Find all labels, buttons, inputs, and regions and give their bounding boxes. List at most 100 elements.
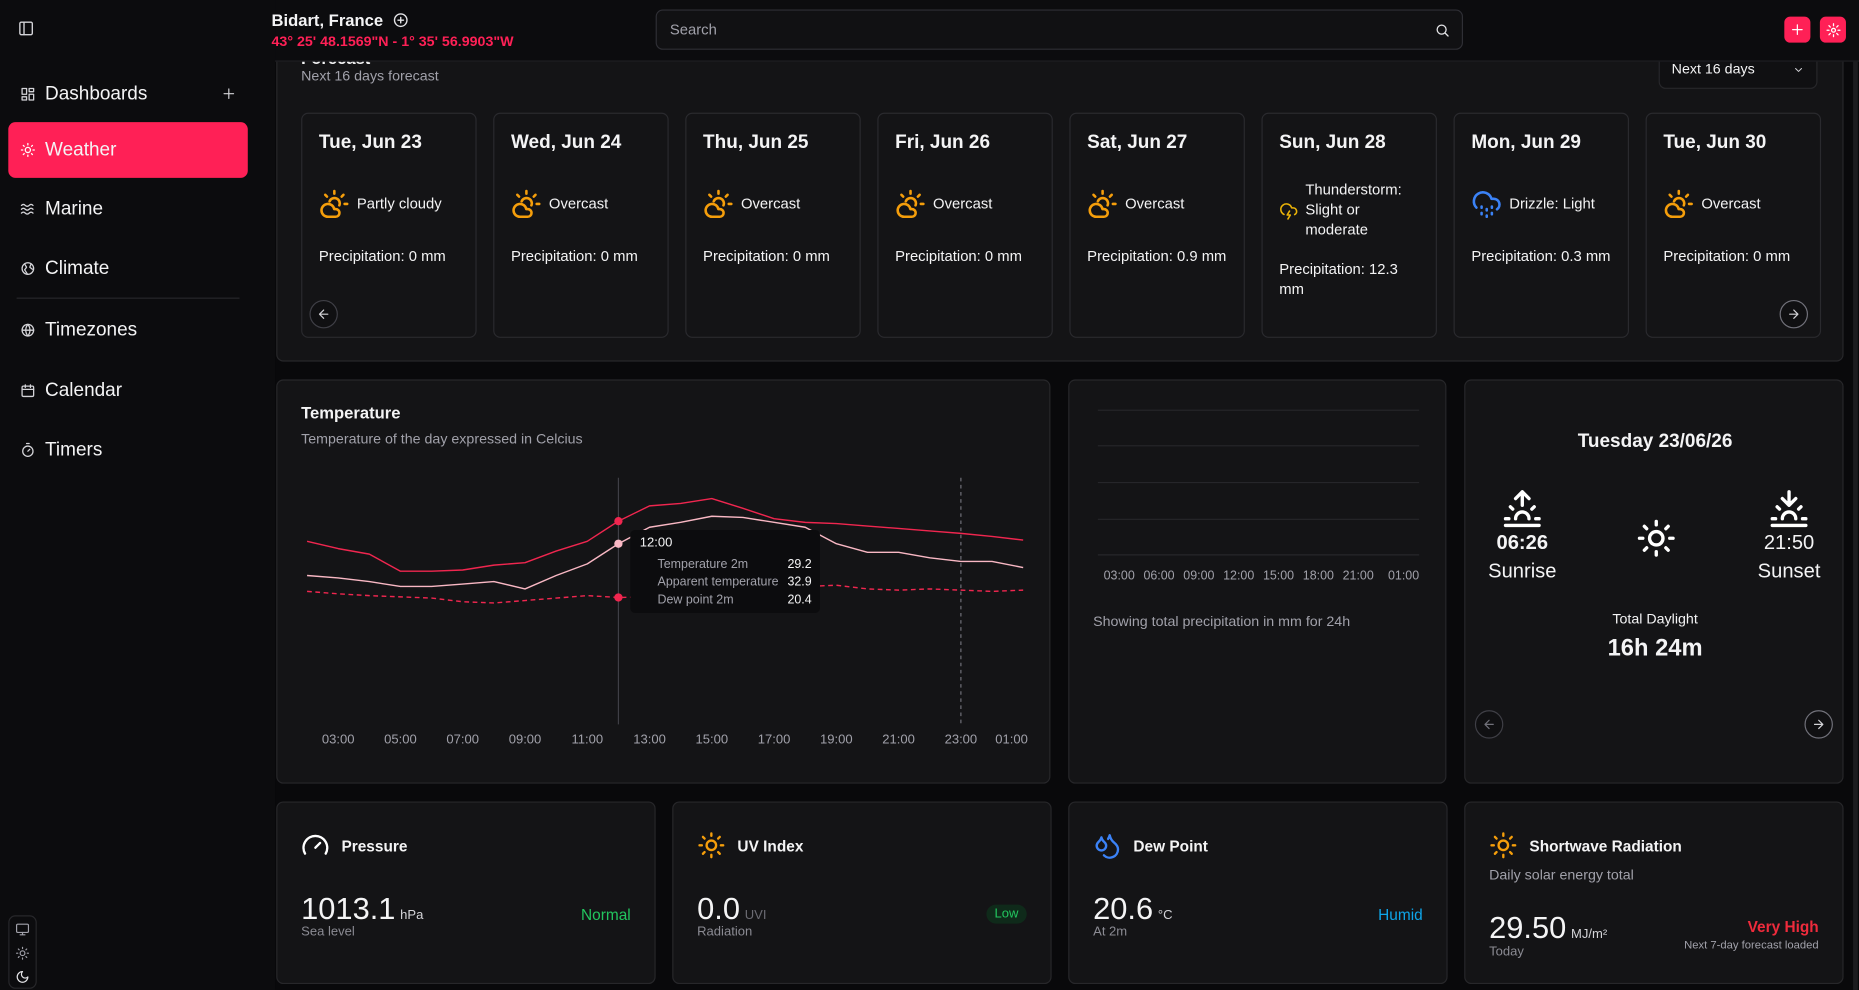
day-precipitation: Precipitation: 0 mm	[318, 247, 446, 265]
icon-shape	[21, 87, 28, 95]
day-date: Mon, Jun 29	[1471, 132, 1581, 153]
day-precipitation: Precipitation: 0 mm	[703, 247, 830, 265]
sun-icon	[698, 832, 725, 859]
x-tick-label: 21:00	[882, 731, 915, 746]
nav-item-active[interactable]: Weather	[8, 122, 248, 178]
nav-item[interactable]: Timezones	[8, 302, 247, 358]
icon-shape	[1286, 209, 1292, 220]
theme-dark[interactable]	[15, 970, 29, 984]
icon-shape	[24, 263, 33, 275]
forecast-day: Sat, Jun 27 Overcast Precipitation: 0.9 mm	[1069, 112, 1245, 338]
nav-icon	[20, 142, 35, 158]
x-tick-label: 03:00	[322, 731, 355, 746]
day-date: Sun, Jun 28	[1279, 132, 1386, 153]
search-box[interactable]: Search	[655, 9, 1464, 50]
icon-shape	[1088, 202, 1109, 219]
icon-shape	[16, 923, 30, 934]
icon-shape	[1770, 490, 1808, 528]
nav-item[interactable]: Timers	[8, 422, 247, 478]
theme-switcher	[8, 915, 37, 989]
precipitation-chart: 03:00 06:00 09:00 12:00 15:00 18:00 21:00 01:00	[1097, 409, 1419, 583]
sun-icon	[1490, 832, 1517, 859]
day-date: Thu, Jun 25	[703, 132, 809, 153]
icon-shape	[1664, 202, 1686, 219]
x-tick-label: 15:00	[696, 731, 729, 746]
icon-shape	[21, 384, 35, 391]
day-condition-row: Overcast	[511, 180, 651, 227]
prev-day[interactable]	[1474, 710, 1504, 739]
scrollbar[interactable]	[1853, 61, 1858, 990]
icon-shape	[1444, 32, 1449, 37]
icon-shape	[19, 950, 26, 957]
metric-value-row: 20.6 °C	[1093, 890, 1172, 933]
gauge-icon	[302, 834, 329, 855]
day-condition-row: Overcast	[1087, 180, 1227, 227]
hover-dot	[614, 593, 623, 602]
x-tick-label: 01:00	[1388, 569, 1419, 583]
nav-item[interactable]: Dashboards	[8, 66, 247, 122]
x-tick-label: 13:00	[633, 731, 666, 746]
settings-button[interactable]	[1819, 16, 1846, 43]
sidebar-toggle[interactable]	[18, 20, 35, 37]
forecast-day: Fri, Jun 26 Overcast Precipitation: 0 mm	[877, 112, 1053, 338]
sun-icon	[1637, 519, 1675, 557]
weather-icon	[512, 189, 541, 219]
icon-shape	[20, 203, 34, 215]
icon-shape	[1795, 67, 1802, 72]
add-location[interactable]	[392, 12, 409, 29]
metric-sub: At 2m	[1093, 924, 1128, 939]
series-line	[307, 515, 1024, 590]
icon-shape	[1480, 205, 1494, 219]
icon-shape	[705, 839, 718, 852]
icon-shape	[28, 87, 35, 93]
metric-note: Next 7-day forecast loaded	[1684, 938, 1819, 953]
prev-button[interactable]	[309, 299, 338, 329]
next-day[interactable]	[1804, 710, 1833, 739]
shortwave-card: Shortwave Radiation Daily solar energy t…	[1464, 801, 1844, 985]
forecast-day: Wed, Jun 24 Overcast Precipitation: 0 mm	[493, 112, 669, 338]
x-tick-label: 15:00	[1263, 569, 1294, 583]
metric-title: Dew Point	[1093, 831, 1208, 859]
icon-shape	[1472, 191, 1501, 211]
add-dashboard[interactable]	[222, 87, 236, 101]
theme-system[interactable]	[15, 922, 30, 936]
daylight-total: 16h 24m	[1607, 635, 1703, 662]
nav-item[interactable]: Calendar	[8, 363, 247, 419]
day-condition-row: Overcast	[703, 180, 843, 227]
icon-shape	[1497, 839, 1510, 852]
sunrise-label: Sunrise	[1488, 559, 1557, 583]
metric-unit: °C	[1157, 908, 1173, 923]
icon-shape	[1668, 189, 1693, 207]
icon-shape	[1436, 24, 1447, 35]
weather-icon	[1472, 191, 1501, 219]
day-precipitation: Precipitation: 0 mm	[895, 247, 1022, 265]
day-condition: Thunderstorm: Slight or moderate	[1305, 181, 1402, 239]
sunrise-icon	[1503, 490, 1541, 528]
dew-point-card: Dew Point 20.6 °C At 2m Humid	[1068, 801, 1448, 985]
search-icon	[1436, 24, 1449, 37]
theme-light[interactable]	[15, 946, 30, 960]
forecast-day: Thu, Jun 25 Overcast Precipitation: 0 mm	[685, 112, 861, 338]
precipitation-caption: Showing total precipitation in mm for 24…	[1093, 612, 1351, 630]
search-placeholder: Search	[669, 21, 717, 38]
icon-shape	[20, 142, 35, 158]
icon-shape	[515, 189, 541, 207]
metric-value-row: 1013.1 hPa	[301, 890, 423, 933]
day-date: Tue, Jun 23	[318, 132, 422, 153]
tooltip-series-name: Temperature 2m	[658, 557, 749, 571]
add-button[interactable]	[1784, 16, 1811, 43]
chart-subtitle: Temperature of the day expressed in Celc…	[301, 430, 583, 447]
nav-item[interactable]: Marine	[8, 181, 247, 237]
icon-shape	[19, 21, 33, 36]
x-tick-label: 18:00	[1303, 569, 1334, 583]
arrow-left	[1484, 719, 1494, 730]
icon-shape	[323, 189, 349, 207]
nav-icon	[22, 442, 34, 457]
nav-item[interactable]: Climate	[8, 241, 247, 297]
tooltip-series-name: Apparent temperature	[658, 575, 779, 589]
icon-shape	[25, 442, 31, 452]
nav-icon	[21, 323, 35, 337]
icon-shape	[19, 931, 26, 936]
next-button[interactable]	[1779, 299, 1809, 329]
day-precipitation: Precipitation: 12.3 mm	[1279, 260, 1398, 298]
